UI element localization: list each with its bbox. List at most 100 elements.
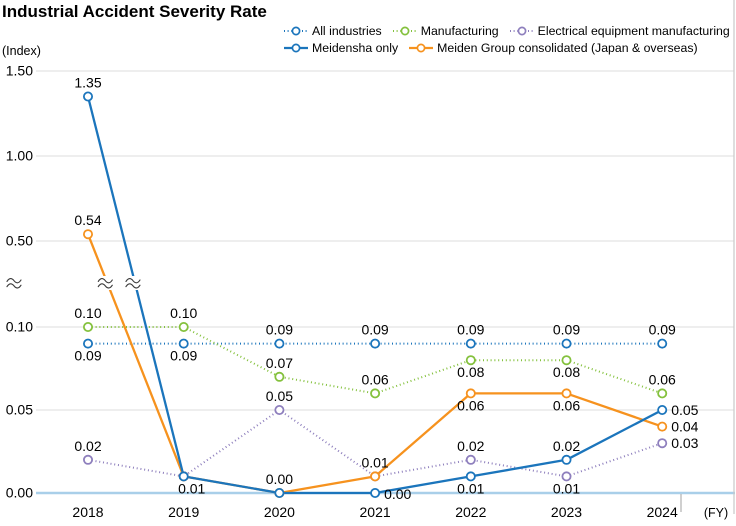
point-0-2021 <box>370 338 381 349</box>
data-label-2023-0.01: 0.01 <box>553 480 580 496</box>
data-label-2022-0.06: 0.06 <box>457 397 484 413</box>
legend-item-2: Electrical equipment manufacturing <box>509 24 730 38</box>
legend-item-0: All industries <box>283 24 382 38</box>
legend-marker-circle <box>291 26 301 36</box>
data-label-2024-0.09: 0.09 <box>649 322 676 338</box>
legend-label: All industries <box>312 24 382 38</box>
y-axis-break-mark-wave-1 <box>6 283 22 289</box>
data-label-2018-0.09: 0.09 <box>74 348 101 364</box>
line-break-mark-3-wave-1 <box>125 283 141 289</box>
legend-marker-icon <box>509 26 534 36</box>
x-tick-2024: 2024 <box>647 504 678 520</box>
line-break-mark-4-wave-0 <box>97 278 113 284</box>
legend-marker-icon <box>392 26 417 36</box>
point-3-2024 <box>657 404 668 415</box>
legend-marker-icon <box>284 43 308 53</box>
data-label-2021-0.01: 0.01 <box>361 454 388 470</box>
point-4-2024 <box>657 421 668 432</box>
point-1-2020 <box>274 371 285 382</box>
point-1-2019 <box>178 321 189 332</box>
point-2-2022 <box>465 454 476 465</box>
point-2-2018 <box>83 454 94 465</box>
data-label-2021-0.09: 0.09 <box>361 322 388 338</box>
data-label-2018-0.10: 0.10 <box>74 305 101 321</box>
legend-marker-icon <box>409 43 434 53</box>
legend-marker-circle <box>517 26 527 36</box>
point-0-2023 <box>561 338 572 349</box>
point-0-2022 <box>465 338 476 349</box>
x-tick-2018: 2018 <box>72 504 103 520</box>
data-label-2023-0.08: 0.08 <box>553 364 580 380</box>
point-3-2023 <box>561 454 572 465</box>
legend-label: Meiden Group consolidated (Japan & overs… <box>437 41 698 55</box>
legend-label: Electrical equipment manufacturing <box>537 24 730 38</box>
legend-row-1: Meidensha only Meiden Group consolidated … <box>283 41 735 55</box>
data-label-2024-0.04: 0.04 <box>671 419 698 435</box>
point-3-2022 <box>465 471 476 482</box>
legend-item-4: Meiden Group consolidated (Japan & overs… <box>408 41 698 55</box>
data-label-2020-0.07: 0.07 <box>266 355 293 371</box>
point-1-2022 <box>465 355 476 366</box>
point-2-2024 <box>657 438 668 449</box>
point-0-2018 <box>83 338 94 349</box>
data-label-2023-0.06: 0.06 <box>553 397 580 413</box>
data-label-2024-0.03: 0.03 <box>671 435 698 451</box>
data-label-2023-0.09: 0.09 <box>553 322 580 338</box>
x-tick-2023: 2023 <box>551 504 582 520</box>
x-tick-2022: 2022 <box>455 504 486 520</box>
point-1-2024 <box>657 388 668 399</box>
y-tick-1.00: 1.00 <box>6 148 33 164</box>
y-axis-unit-label: (Index) <box>2 44 41 58</box>
data-label-2022-0.02: 0.02 <box>457 438 484 454</box>
data-label-2022-0.08: 0.08 <box>457 364 484 380</box>
point-4-2022 <box>465 388 476 399</box>
legend: All industries Manufacturing Electrical eq… <box>283 24 735 58</box>
point-4-2021 <box>370 471 381 482</box>
x-axis-unit-label: (FY) <box>704 506 728 520</box>
data-label-2020-0.09: 0.09 <box>266 322 293 338</box>
data-label-2019-0.01: 0.01 <box>178 480 205 496</box>
legend-marker-circle <box>400 26 410 36</box>
legend-label: Meidensha only <box>312 41 399 55</box>
point-0-2019 <box>178 338 189 349</box>
point-2-2020 <box>274 404 285 415</box>
point-0-2024 <box>657 338 668 349</box>
point-1-2018 <box>83 321 94 332</box>
x-tick-2021: 2021 <box>360 504 391 520</box>
line-break-mark-3-wave-0 <box>125 278 141 284</box>
point-4-2023 <box>561 388 572 399</box>
data-label-2022-0.09: 0.09 <box>457 322 484 338</box>
y-tick-1.50: 1.50 <box>6 63 33 79</box>
data-label-2020-0.00: 0.00 <box>266 471 293 487</box>
data-label-2021-0.00: 0.00 <box>384 486 411 502</box>
y-tick-0.00: 0.00 <box>6 485 33 501</box>
point-3-2021 <box>370 487 381 498</box>
point-0-2020 <box>274 338 285 349</box>
point-3-2018 <box>83 91 94 102</box>
data-label-2022-0.01: 0.01 <box>457 480 484 496</box>
data-label-2018-0.54: 0.54 <box>74 212 101 228</box>
y-axis-break-mark-wave-0 <box>6 278 22 284</box>
point-1-2021 <box>370 388 381 399</box>
point-2-2023 <box>561 471 572 482</box>
data-label-2023-0.02: 0.02 <box>553 438 580 454</box>
point-3-2019 <box>178 471 189 482</box>
line-break-mark-4-wave-1 <box>97 283 113 289</box>
legend-row-0: All industries Manufacturing Electrical eq… <box>283 24 735 38</box>
data-label-2020-0.05: 0.05 <box>266 388 293 404</box>
data-label-2018-1.35: 1.35 <box>74 75 101 91</box>
y-tick-0.05: 0.05 <box>6 402 33 418</box>
legend-marker-circle <box>291 43 301 53</box>
y-tick-0.50: 0.50 <box>6 233 33 249</box>
data-label-2021-0.06: 0.06 <box>361 371 388 387</box>
data-label-2019-0.09: 0.09 <box>170 348 197 364</box>
legend-item-3: Meidensha only <box>283 41 398 55</box>
data-label-2018-0.02: 0.02 <box>74 438 101 454</box>
point-4-2018 <box>83 229 94 240</box>
x-tick-2020: 2020 <box>264 504 295 520</box>
legend-item-1: Manufacturing <box>392 24 499 38</box>
legend-label: Manufacturing <box>420 24 499 38</box>
point-1-2023 <box>561 355 572 366</box>
